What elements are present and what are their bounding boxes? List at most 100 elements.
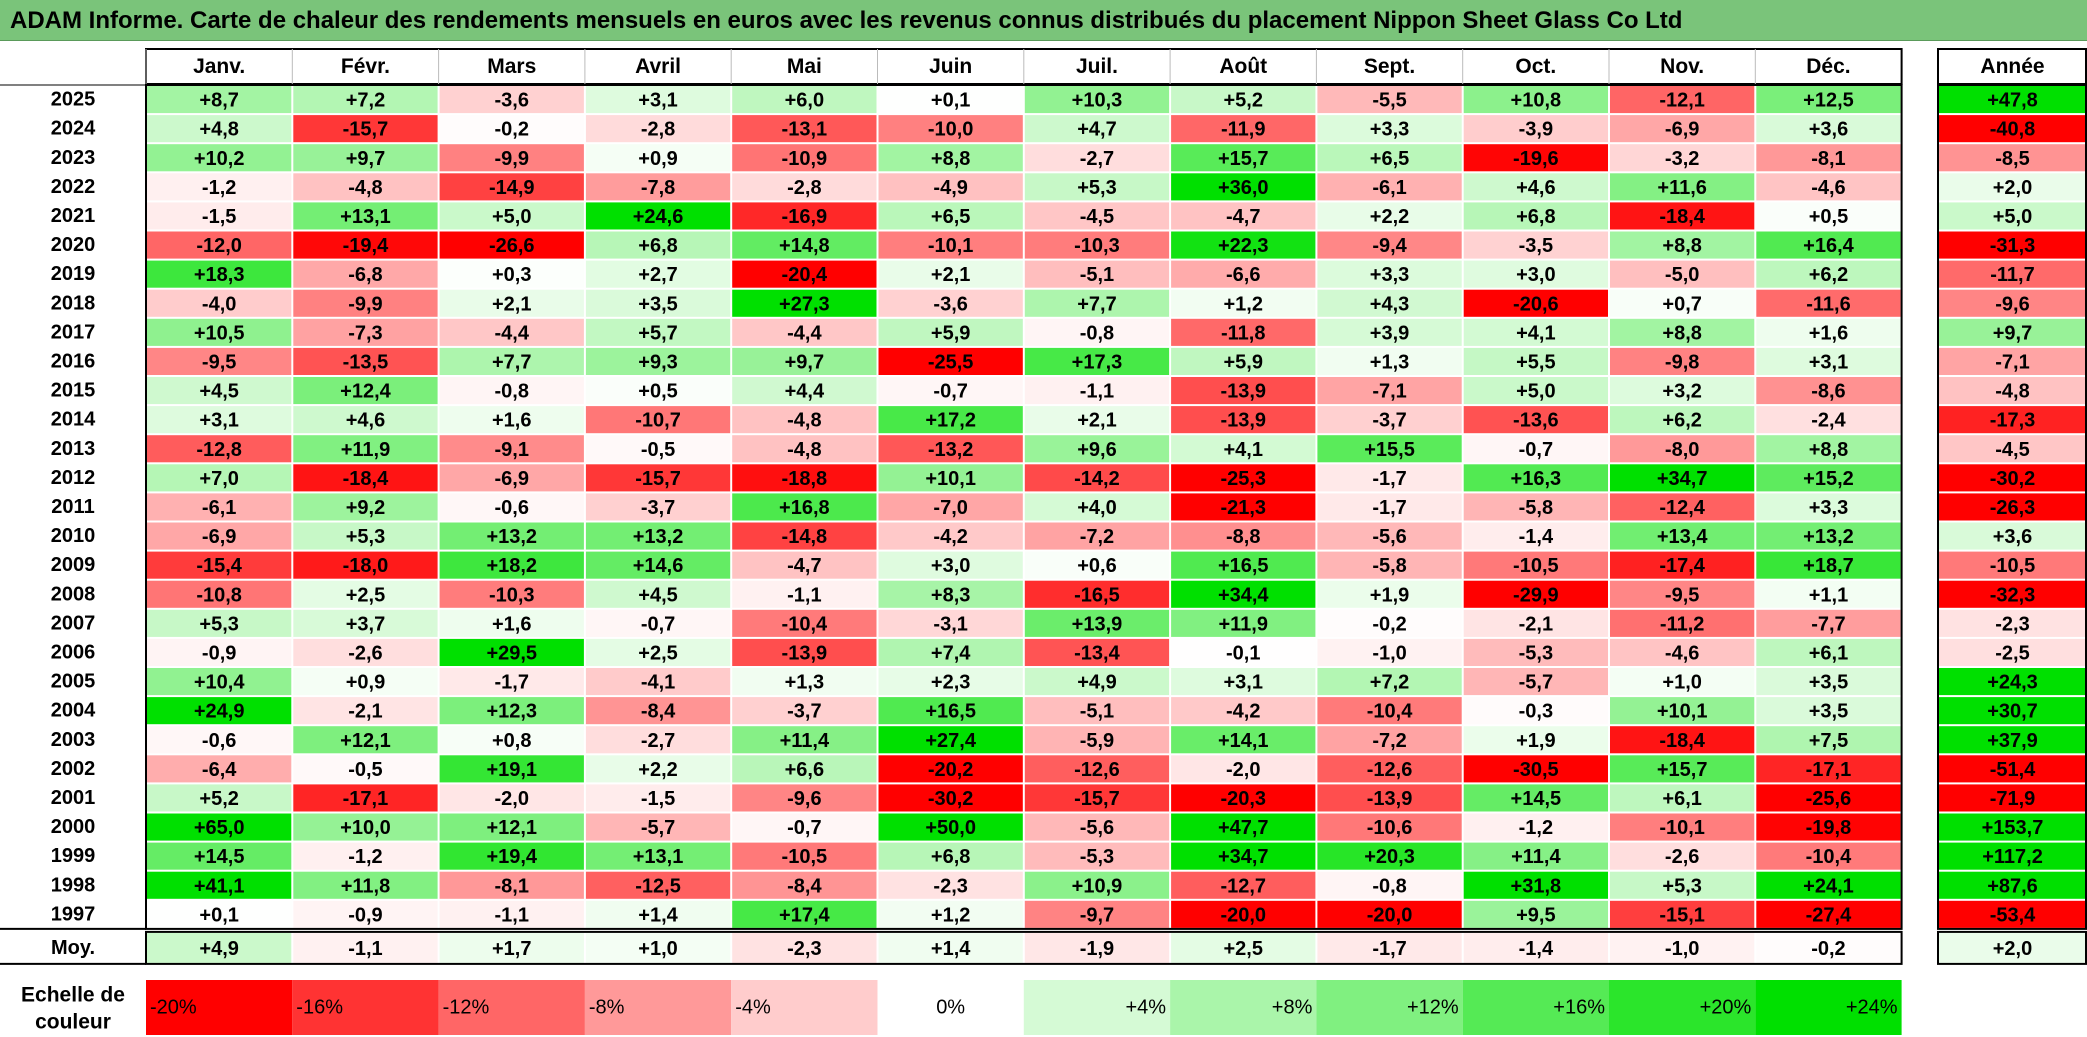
heatmap-cell [585, 755, 731, 783]
heatmap-cell [1610, 813, 1755, 841]
annual-cell [1939, 493, 2085, 521]
cell-value: +12,1 [486, 817, 537, 839]
cell-value: -10,1 [928, 235, 974, 257]
heatmap-cell [878, 318, 1023, 346]
legend-label: 0% [936, 997, 965, 1019]
heatmap-cell [293, 551, 438, 579]
heatmap-cell [1756, 842, 1901, 870]
heatmap-cell [585, 668, 731, 696]
legend-swatch [877, 980, 1024, 1035]
heatmap-cell [1024, 377, 1170, 405]
legend-swatch [1023, 980, 1171, 1035]
cell-value: -4,2 [933, 526, 967, 548]
cell-value: -18,4 [343, 468, 389, 490]
heatmap-cell [147, 231, 292, 259]
annual-cell [1939, 551, 2085, 579]
year-label: 2001 [51, 787, 96, 809]
heatmap-cell [147, 260, 292, 288]
heatmap-cell [732, 464, 877, 492]
cell-value: +13,9 [1072, 613, 1123, 635]
heatmap-cell [1463, 784, 1608, 812]
cell-value: -0,5 [348, 759, 382, 781]
cell-value: +0,8 [492, 730, 531, 752]
heatmap-cell [1463, 115, 1608, 143]
legend-label: -12% [443, 997, 490, 1019]
cell-value: -2,8 [787, 177, 821, 199]
heatmap-cell [585, 726, 731, 754]
cell-value: -10,5 [1513, 555, 1559, 577]
heatmap-cell [1317, 347, 1462, 375]
heatmap-cell [147, 551, 292, 579]
annual-cell [1939, 638, 2085, 666]
heatmap-cell [293, 638, 438, 666]
cell-value: -20,4 [782, 264, 828, 286]
cell-value: +10,5 [194, 322, 245, 344]
cell-value: +4,9 [1077, 672, 1116, 694]
cell-value: -7,3 [348, 322, 382, 344]
heatmap-cell [1463, 406, 1608, 434]
cell-value: -1,2 [348, 846, 382, 868]
cell-value: -2,1 [348, 701, 382, 723]
heatmap-cell [1171, 784, 1316, 812]
heatmap-cell [439, 289, 584, 317]
cell-value: +3,1 [1224, 672, 1263, 694]
heatmap-cell [1024, 86, 1170, 114]
cell-value: +5,3 [199, 613, 238, 635]
cell-value: -11,9 [1221, 119, 1265, 141]
heatmap-cell [293, 871, 438, 899]
cell-value: +8,8 [1809, 439, 1848, 461]
heatmap-cell [1171, 522, 1316, 550]
cell-value: +22,3 [1218, 235, 1269, 257]
heatmap-cell [1317, 668, 1462, 696]
cell-value: -4,9 [933, 177, 967, 199]
heatmap-cell [1171, 609, 1316, 637]
cell-value: +3,5 [1809, 701, 1848, 723]
cell-value: +15,7 [1657, 759, 1708, 781]
cell-value: +3,2 [1662, 381, 1701, 403]
cell-value: -0,7 [933, 381, 967, 403]
cell-value: +13,1 [633, 846, 684, 868]
cell-value: -10,7 [635, 410, 681, 432]
annual-header-box [1937, 48, 2087, 85]
heatmap-cell [1463, 726, 1608, 754]
heatmap-cell [878, 289, 1023, 317]
cell-value: -20,3 [1220, 788, 1266, 810]
cell-value: +19,1 [486, 759, 537, 781]
month-header: Janv. [193, 55, 245, 78]
heatmap-cell [585, 173, 731, 201]
year-label: 2015 [51, 380, 96, 402]
heatmap-cell [293, 784, 438, 812]
month-header: Févr. [341, 55, 390, 78]
cell-value: +3,1 [638, 90, 677, 112]
cell-value: +16,3 [1511, 468, 1562, 490]
cell-value: +15,7 [1218, 148, 1269, 170]
annual-cell [1939, 318, 2085, 346]
cell-value: -9,1 [495, 439, 529, 461]
heatmap-cell [1171, 726, 1316, 754]
cell-value: +11,4 [1511, 846, 1561, 868]
cell-value: +15,2 [1803, 468, 1854, 490]
month-header: Oct. [1515, 55, 1556, 78]
cell-value: +65,0 [194, 817, 245, 839]
heatmap-cell [878, 842, 1023, 870]
heatmap-cell [585, 202, 731, 230]
heatmap-cell [1610, 900, 1755, 928]
annual-cell [1939, 784, 2085, 812]
month-header: Nov. [1660, 55, 1704, 78]
annual-value: -51,4 [1990, 759, 2036, 781]
heatmap-cell [1024, 464, 1170, 492]
annual-cell [1939, 900, 2085, 928]
heatmap-cell [1756, 697, 1901, 725]
cell-value: +3,1 [199, 410, 238, 432]
heatmap-cell [1024, 493, 1170, 521]
heatmap-cell [1317, 871, 1462, 899]
cell-value: +12,4 [340, 381, 391, 403]
annual-value: +47,8 [1987, 90, 2038, 112]
heatmap-cell [732, 638, 877, 666]
heatmap-cell [1024, 842, 1170, 870]
legend-label: -8% [589, 997, 625, 1019]
heatmap-cell [1171, 318, 1316, 346]
cell-value: +31,8 [1511, 875, 1562, 897]
cell-value: +13,2 [633, 526, 684, 548]
cell-value: +24,6 [633, 206, 684, 228]
